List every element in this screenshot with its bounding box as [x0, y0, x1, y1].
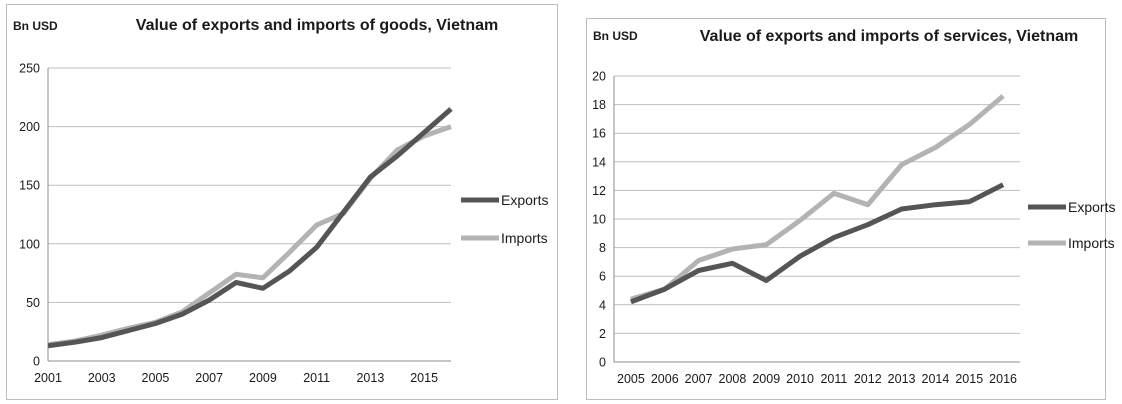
services-y-tick-label: 16 [592, 127, 606, 141]
goods-x-tick-label: 2005 [142, 371, 170, 385]
services-x-tick-label: 2014 [922, 372, 950, 386]
services-x-tick-label: 2007 [685, 372, 713, 386]
services-chart: Bn USD Value of exports and imports of s… [592, 28, 1115, 386]
goods-chart-panel: Bn USD Value of exports and imports of g… [0, 0, 560, 404]
services-x-tick-label: 2011 [820, 372, 847, 386]
services-y-tick-label: 12 [592, 184, 606, 198]
services-unit-label: Bn USD [593, 29, 638, 43]
goods-x-tick-label: 2011 [303, 371, 330, 385]
goods-y-tick-label: 50 [26, 296, 40, 310]
services-x-tick-label: 2015 [955, 372, 983, 386]
goods-legend-label-imports: Imports [501, 230, 548, 246]
services-x-tick-label: 2006 [651, 372, 679, 386]
services-x-tick-label: 2008 [719, 372, 747, 386]
services-legend-label-imports: Imports [1068, 235, 1115, 251]
goods-y-tick-label: 150 [19, 179, 40, 193]
services-series-line-exports [630, 182, 1005, 305]
goods-chart-border [6, 4, 558, 400]
goods-x-tick-label: 2009 [249, 371, 277, 385]
services-x-tick-label: 2016 [989, 372, 1017, 386]
services-chart-border [586, 18, 1106, 400]
services-chart-title: Value of exports and imports of services… [700, 28, 1079, 45]
services-series-line-imports [630, 94, 1005, 302]
goods-series-line-exports [47, 107, 453, 349]
goods-unit-label: Bn USD [13, 19, 58, 33]
services-chart-panel: Bn USD Value of exports and imports of s… [566, 0, 1122, 404]
services-y-tick-label: 2 [599, 327, 606, 341]
services-y-tick-label: 18 [592, 98, 606, 112]
services-y-tick-label: 4 [599, 298, 606, 312]
goods-x-tick-label: 2007 [195, 371, 223, 385]
goods-y-tick-label: 250 [19, 62, 40, 76]
goods-y-tick-label: 100 [19, 237, 40, 251]
services-y-tick-label: 10 [592, 213, 606, 227]
services-y-tick-label: 8 [599, 241, 606, 255]
services-y-tick-label: 6 [599, 270, 606, 284]
goods-chart-title: Value of exports and imports of goods, V… [136, 17, 498, 34]
services-y-tick-label: 20 [592, 70, 606, 84]
services-x-tick-label: 2010 [786, 372, 814, 386]
services-x-tick-label: 2012 [854, 372, 882, 386]
services-y-tick-label: 0 [599, 356, 606, 370]
goods-x-tick-label: 2001 [34, 371, 62, 385]
services-y-tick-label: 14 [592, 155, 606, 169]
services-x-tick-label: 2005 [617, 372, 645, 386]
goods-y-tick-label: 0 [33, 355, 40, 369]
goods-x-tick-label: 2013 [356, 371, 384, 385]
services-x-tick-label: 2013 [888, 372, 916, 386]
services-x-tick-label: 2009 [752, 372, 780, 386]
goods-x-tick-label: 2003 [88, 371, 116, 385]
services-legend-label-exports: Exports [1068, 199, 1115, 215]
goods-legend-label-exports: Exports [501, 192, 548, 208]
goods-y-tick-label: 200 [19, 120, 40, 134]
goods-chart: Bn USD Value of exports and imports of g… [13, 17, 548, 385]
goods-x-tick-label: 2015 [410, 371, 438, 385]
